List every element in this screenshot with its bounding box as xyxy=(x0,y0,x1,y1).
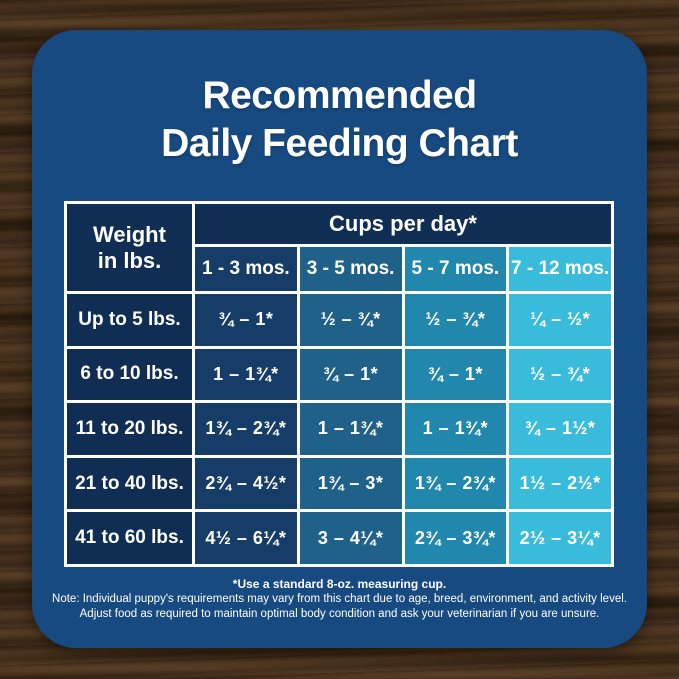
table-cell: 4½ – 6¼* xyxy=(195,512,297,564)
title-line-1: Recommended xyxy=(202,74,477,117)
table-cell: ¾ – 1* xyxy=(404,348,507,401)
table-cell: ¾ – 1* xyxy=(299,348,402,401)
table-cell: 1 – 1¾* xyxy=(195,348,297,401)
footnotes: *Use a standard 8-oz. measuring cup. Not… xyxy=(32,577,647,622)
table-cell: ¾ – 1½* xyxy=(509,403,611,455)
note-line-1: Note: Individual puppy's requirements ma… xyxy=(52,593,627,605)
weight-header-cell: Weight in lbs. xyxy=(67,204,192,291)
table-cell: 3 – 4¼* xyxy=(299,512,402,564)
table-cell: 1½ – 2½* xyxy=(509,457,611,510)
feeding-table: Weight in lbs. Cups per day* 1 - 3 mos. … xyxy=(64,201,614,567)
table-cell: ½ – ¾* xyxy=(299,294,402,346)
weight-row-label: 11 to 20 lbs. xyxy=(67,403,192,455)
measuring-cup-footnote: *Use a standard 8-oz. measuring cup. xyxy=(232,577,447,591)
weight-row-label: 6 to 10 lbs. xyxy=(67,348,192,401)
table-cell: 2¾ – 4½* xyxy=(195,457,297,510)
age-header-3-5-mos: 3 - 5 mos. xyxy=(299,247,402,291)
page-title: Recommended Daily Feeding Chart xyxy=(32,72,647,168)
table-cell: 1 – 1¾* xyxy=(404,403,507,455)
table-cell: ¼ – ½* xyxy=(509,294,611,346)
age-header-5-7-mos: 5 - 7 mos. xyxy=(404,247,507,291)
weight-row-label: Up to 5 lbs. xyxy=(67,294,192,346)
weight-row-label: 41 to 60 lbs. xyxy=(67,512,192,564)
age-header-1-3-mos: 1 - 3 mos. xyxy=(195,247,297,291)
table-cell: ½ – ¾* xyxy=(509,348,611,401)
table-cell: 1 – 1¾* xyxy=(299,403,402,455)
weight-row-label: 21 to 40 lbs. xyxy=(67,457,192,510)
note-line-2: Adjust food as required to maintain opti… xyxy=(79,608,600,620)
feeding-chart-card: Recommended Daily Feeding Chart Weight i… xyxy=(32,30,647,648)
table-cell: 2¾ – 3¾* xyxy=(404,512,507,564)
table-cell: 1¾ – 3* xyxy=(299,457,402,510)
title-line-2: Daily Feeding Chart xyxy=(161,122,518,165)
table-cell: ¾ – 1* xyxy=(195,294,297,346)
table-cell: 1¾ – 2¾* xyxy=(195,403,297,455)
age-header-7-12-mos: 7 - 12 mos. xyxy=(509,247,611,291)
table-cell: ½ – ¾* xyxy=(404,294,507,346)
table-cell: 1¾ – 2¾* xyxy=(404,457,507,510)
table-cell: 2½ – 3¼* xyxy=(509,512,611,564)
cups-per-day-header-cell: Cups per day* xyxy=(195,204,611,244)
